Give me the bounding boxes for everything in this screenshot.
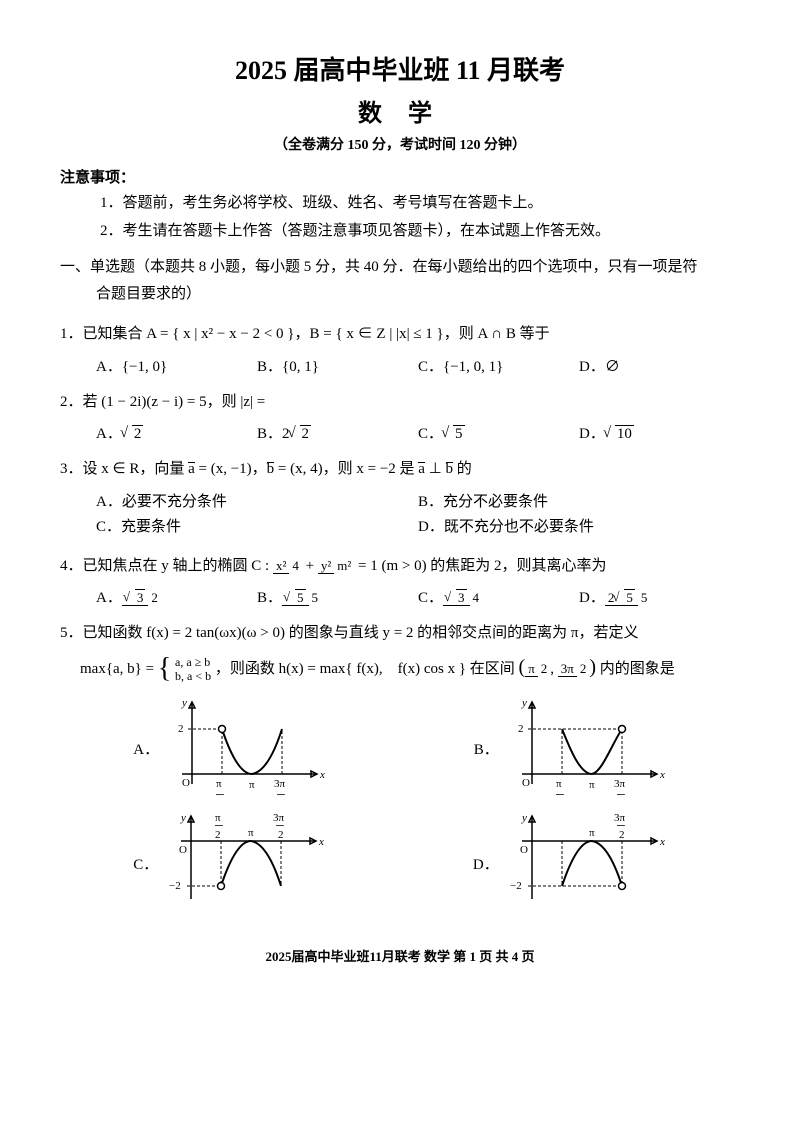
q5-graph-A: A． O x y 2 π─2 π 3π─2 bbox=[133, 696, 327, 801]
svg-text:x: x bbox=[319, 769, 325, 781]
subject-title: 数 学 bbox=[60, 93, 740, 128]
svg-text:2: 2 bbox=[556, 799, 562, 801]
svg-text:O: O bbox=[182, 777, 190, 789]
svg-text:y: y bbox=[521, 812, 527, 824]
q5-graph-D: D． O x y −2 π 3π─2 bbox=[473, 811, 667, 916]
svg-text:x: x bbox=[659, 836, 665, 848]
q1-opt-C: C．{−1, 0, 1} bbox=[418, 355, 579, 376]
q2-opt-A: A．2 bbox=[96, 422, 257, 443]
question-2: 2．若 (1 − 2i)(z − i) = 5，则 |z| = bbox=[60, 388, 740, 417]
svg-text:π: π bbox=[589, 779, 595, 791]
q3-opt-D: D．既不充分也不必要条件 bbox=[418, 515, 740, 536]
q1-opt-D: D．∅ bbox=[579, 355, 740, 376]
svg-text:2: 2 bbox=[216, 799, 222, 801]
q5-graph-B: B． O x y 2 π─2 π 3π─2 bbox=[474, 696, 667, 801]
svg-text:−2: −2 bbox=[169, 880, 181, 892]
notice-item: 1．答题前，考生务必将学校、班级、姓名、考号填写在答题卡上。 bbox=[100, 191, 740, 217]
page-footer: 2025届高中毕业班11月联考 数学 第 1 页 共 4 页 bbox=[60, 946, 740, 965]
q2-opt-B: B．22 bbox=[257, 422, 418, 443]
q2-opt-D: D．10 bbox=[579, 422, 740, 443]
q3-opt-B: B．充分不必要条件 bbox=[418, 490, 740, 511]
q4-options: A．32 B．55 C．34 D．255 bbox=[96, 586, 740, 607]
svg-text:2: 2 bbox=[619, 829, 625, 841]
svg-text:2: 2 bbox=[518, 723, 524, 735]
q4-opt-B: B．55 bbox=[257, 586, 418, 607]
q3-opt-C: C．充要条件 bbox=[96, 515, 418, 536]
svg-text:2: 2 bbox=[278, 829, 284, 841]
page-title: 2025 届高中毕业班 11 月联考 bbox=[60, 50, 740, 87]
q1-opt-A: A．{−1, 0} bbox=[96, 355, 257, 376]
svg-text:2: 2 bbox=[215, 829, 221, 841]
q4-opt-A: A．32 bbox=[96, 586, 257, 607]
section-header: 一、单选题（本题共 8 小题，每小题 5 分，共 40 分．在每小题给出的四个选… bbox=[60, 254, 740, 308]
q2-opt-C: C．5 bbox=[418, 422, 579, 443]
svg-text:y: y bbox=[181, 697, 187, 709]
svg-text:π: π bbox=[249, 779, 255, 791]
svg-text:x: x bbox=[318, 836, 324, 848]
svg-text:O: O bbox=[522, 777, 530, 789]
notice-heading: 注意事项： bbox=[60, 166, 740, 187]
svg-text:−2: −2 bbox=[510, 880, 522, 892]
q5-graph-C: C． O x y −2 π─2 π 3π─2 bbox=[133, 811, 326, 916]
svg-text:2: 2 bbox=[178, 723, 184, 735]
q5-graph-row-2: C． O x y −2 π─2 π 3π─2 D． bbox=[60, 811, 740, 916]
svg-text:y: y bbox=[180, 812, 186, 824]
q4-opt-D: D．255 bbox=[579, 586, 740, 607]
svg-text:2: 2 bbox=[279, 799, 285, 801]
q3-options: A．必要不充分条件 B．充分不必要条件 C．充要条件 D．既不充分也不必要条件 bbox=[96, 490, 740, 540]
svg-text:O: O bbox=[179, 844, 187, 856]
question-5: 5．已知函数 f(x) = 2 tan(ωx)(ω > 0) 的图象与直线 y … bbox=[60, 619, 740, 686]
question-4: 4．已知焦点在 y 轴上的椭圆 C : x²4 + y²m² = 1 (m > … bbox=[60, 552, 740, 581]
q4-opt-C: C．34 bbox=[418, 586, 579, 607]
svg-text:π: π bbox=[248, 827, 254, 839]
svg-text:O: O bbox=[520, 844, 528, 856]
question-3: 3．设 x ∈ R，向量 a = (x, −1)，b = (x, 4)，则 x … bbox=[60, 455, 740, 484]
q3-opt-A: A．必要不充分条件 bbox=[96, 490, 418, 511]
svg-text:2: 2 bbox=[619, 799, 625, 801]
q5-graph-row-1: A． O x y 2 π─2 π 3π─2 B． bbox=[60, 696, 740, 801]
q1-options: A．{−1, 0} B．{0, 1} C．{−1, 0, 1} D．∅ bbox=[96, 355, 740, 376]
svg-text:y: y bbox=[521, 697, 527, 709]
notice-item: 2．考生请在答题卡上作答（答题注意事项见答题卡），在本试题上作答无效。 bbox=[100, 219, 740, 245]
question-1: 1．已知集合 A = { x | x² − x − 2 < 0 }，B = { … bbox=[60, 320, 740, 349]
q1-opt-B: B．{0, 1} bbox=[257, 355, 418, 376]
exam-info: （全卷满分 150 分，考试时间 120 分钟） bbox=[60, 134, 740, 154]
svg-text:π: π bbox=[589, 827, 595, 839]
q2-options: A．2 B．22 C．5 D．10 bbox=[96, 422, 740, 443]
svg-text:x: x bbox=[659, 769, 665, 781]
